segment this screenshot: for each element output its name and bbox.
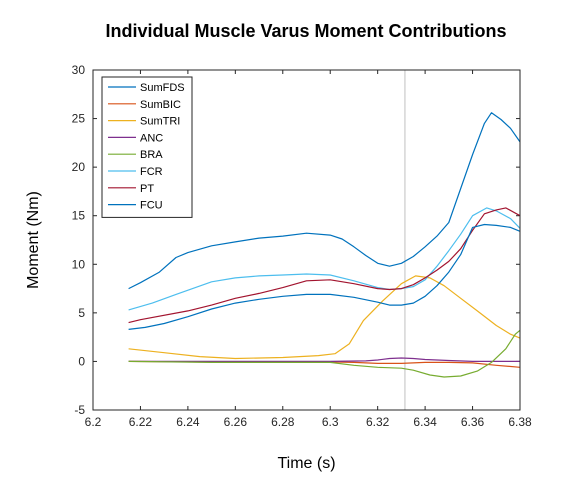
chart-title: Individual Muscle Varus Moment Contribut…: [105, 21, 506, 41]
x-tick-label: 6.32: [366, 415, 390, 429]
series-line-sumfds: [128, 112, 521, 290]
y-tick-label: -5: [74, 403, 85, 417]
x-tick-label: 6.36: [461, 415, 485, 429]
x-tick-label: 6.34: [413, 415, 437, 429]
legend-entry-label: FCR: [140, 166, 163, 178]
y-axis-label: Moment (Nm): [25, 191, 42, 289]
x-tick-label: 6.22: [129, 415, 153, 429]
legend-box: [101, 76, 193, 218]
y-tick-label: 10: [72, 257, 86, 271]
series-line-anc: [128, 357, 520, 362]
x-tick-label: 6.38: [508, 415, 532, 429]
x-axis-label: Time (s): [277, 455, 335, 472]
legend-entry-label: BRA: [140, 149, 163, 161]
legend-entry-label: SumBIC: [140, 99, 181, 111]
x-tick-label: 6.3: [322, 415, 339, 429]
x-tick-label: 6.2: [85, 415, 102, 429]
y-tick-label: 25: [72, 112, 86, 126]
series-line-fcu: [128, 223, 521, 330]
x-tick-label: 6.24: [176, 415, 200, 429]
legend-entry-label: SumFDS: [140, 82, 185, 94]
legend-entry-label: FCU: [140, 200, 163, 212]
legend-entry-label: ANC: [140, 132, 163, 144]
series-line-sumtri: [128, 275, 521, 360]
x-tick-label: 6.26: [224, 415, 248, 429]
plot-area-frame: [92, 69, 521, 411]
legend-entry-label: SumTRI: [140, 116, 180, 128]
y-tick-label: 15: [72, 209, 86, 223]
y-tick-label: 30: [72, 63, 86, 77]
legend: SumFDS SumBIC SumTRI ANC BRA FCR PT FCU: [101, 76, 193, 218]
series-line-pt: [128, 207, 521, 324]
x-tick-label: 6.28: [271, 415, 295, 429]
y-tick-label: 0: [78, 354, 85, 368]
axis-ticks: 6.2 6.22 6.24 6.26 6.28 6.3 6.32 6.34 6.36 6.38 -5…: [72, 63, 532, 429]
legend-entry-label: PT: [140, 183, 154, 195]
y-tick-label: 20: [72, 160, 86, 174]
y-tick-label: 5: [78, 306, 85, 320]
series-layer: [128, 112, 521, 378]
series-line-bra: [128, 329, 521, 378]
